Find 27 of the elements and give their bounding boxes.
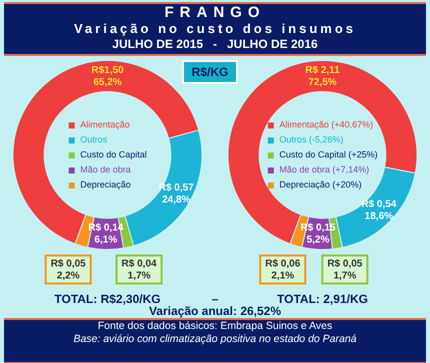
text: Variação no custo dos insumos bbox=[72, 21, 358, 37]
data-label: R$ 0,06 2,1% bbox=[265, 258, 301, 282]
text: R$/KG bbox=[182, 60, 238, 84]
data-label: R$ 0,04 1,7% bbox=[122, 258, 158, 282]
text: Base: aviário com climatização positiva no estado do Paraná bbox=[72, 333, 358, 346]
text: Variação anual: 26,52% bbox=[148, 304, 282, 318]
text: – bbox=[210, 292, 220, 306]
legend-label: Mão de obra (+7,14%) bbox=[279, 164, 370, 174]
legend-label: Depreciação bbox=[80, 180, 131, 190]
source-note: Fonte dos dados básicos: Embrapa Suinos e Aves bbox=[96, 320, 334, 333]
data-label: R$ 2,11 72,5% bbox=[305, 64, 340, 88]
legend-label: Depreciação (+20%) bbox=[279, 180, 362, 190]
legend-label: Outros bbox=[80, 134, 108, 144]
data-label: R$ 0,05 2,2% bbox=[50, 258, 86, 282]
text: FRANGO bbox=[164, 4, 266, 21]
legend-label: Alimentação bbox=[80, 120, 130, 130]
legend-label: Mão de obra bbox=[80, 164, 131, 174]
legend-label: Alimentação (+40,67%) bbox=[279, 120, 374, 130]
text: TOTAL: R$2,30/KG bbox=[54, 292, 161, 306]
data-label: R$ 0,05 1,7% bbox=[327, 258, 363, 282]
legend-label: Custo do Capital (+25%) bbox=[279, 150, 378, 160]
text: JULHO DE 2015 - JULHO DE 2016 bbox=[111, 37, 319, 52]
data-label: R$1,50 65,2% bbox=[91, 64, 124, 88]
legend-label: Outros (-5,26%) bbox=[279, 134, 344, 144]
data-label: R$ 0,54 18,6% bbox=[361, 198, 397, 222]
text: TOTAL: 2,91/KG bbox=[277, 292, 368, 306]
legend-label: Custo do Capital bbox=[80, 150, 147, 160]
